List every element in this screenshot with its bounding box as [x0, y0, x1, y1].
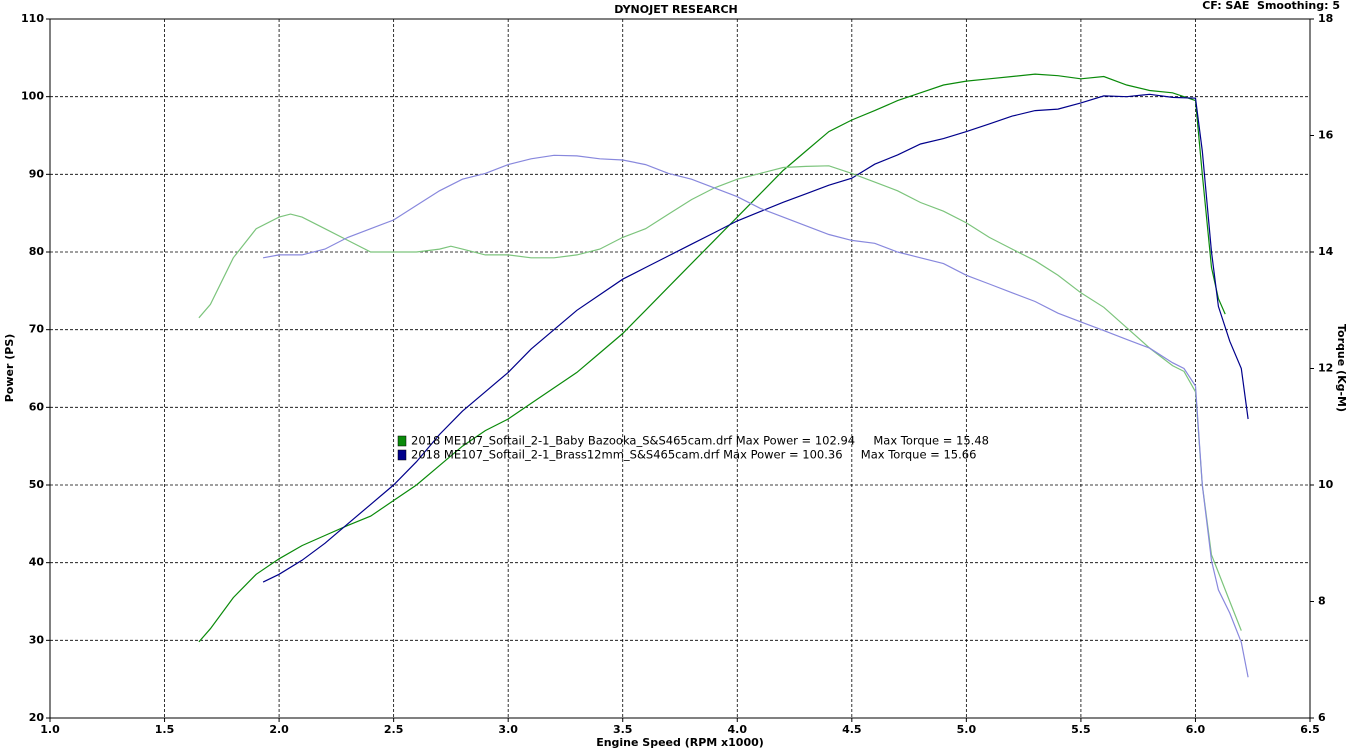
chart-subtitle: CF: SAE Smoothing: 5 — [1202, 0, 1340, 12]
y2-tick-label: 14 — [1318, 245, 1334, 258]
x-tick-label: 1.0 — [40, 723, 60, 736]
y2-tick-label: 6 — [1318, 711, 1326, 724]
x-tick-label: 2.5 — [384, 723, 404, 736]
x-tick-label: 3.5 — [613, 723, 633, 736]
y-tick-label: 30 — [29, 633, 45, 646]
y-tick-label: 20 — [29, 711, 45, 724]
y-tick-label: 70 — [29, 323, 45, 336]
series-line — [198, 73, 1226, 643]
y-tick-label: 50 — [29, 478, 45, 491]
y2-tick-label: 10 — [1318, 478, 1334, 491]
x-tick-label: 6.0 — [1186, 723, 1206, 736]
y-tick-label: 60 — [29, 400, 45, 413]
y-tick-label: 40 — [29, 556, 45, 569]
series-line — [262, 154, 1249, 678]
x-tick-label: 5.5 — [1071, 723, 1091, 736]
y2-tick-label: 16 — [1318, 129, 1334, 142]
legend-entry: 2018 ME107_Softail_2-1_Brass12mm_S&S465c… — [411, 448, 976, 462]
x-tick-label: 3.0 — [498, 723, 518, 736]
series-line — [262, 93, 1249, 583]
legend-swatch — [397, 449, 407, 461]
legend-swatch — [397, 435, 407, 447]
x-tick-label: 2.0 — [269, 723, 289, 736]
y-tick-label: 100 — [21, 90, 44, 103]
legend-entry: 2018 ME107_Softail_2-1_Baby Bazooka_S&S4… — [411, 434, 989, 448]
y-tick-label: 90 — [29, 167, 45, 180]
y-axis-label: Power (PS) — [3, 334, 16, 403]
x-tick-label: 6.5 — [1300, 723, 1320, 736]
plot-frame — [49, 18, 1311, 719]
y2-axis-label: Torque (Kg-M) — [1335, 324, 1348, 412]
y2-tick-label: 8 — [1318, 595, 1326, 608]
y2-tick-label: 12 — [1318, 362, 1333, 375]
x-tick-label: 4.5 — [842, 723, 862, 736]
chart-title: DYNOJET RESEARCH — [614, 3, 737, 16]
y2-tick-label: 18 — [1318, 12, 1333, 25]
x-axis-label: Engine Speed (RPM x1000) — [596, 736, 764, 749]
x-tick-label: 4.0 — [728, 723, 748, 736]
series-line — [198, 165, 1242, 631]
y-tick-label: 110 — [21, 12, 44, 25]
x-tick-label: 1.5 — [155, 723, 175, 736]
y-tick-label: 80 — [29, 245, 45, 258]
x-tick-label: 5.0 — [957, 723, 977, 736]
